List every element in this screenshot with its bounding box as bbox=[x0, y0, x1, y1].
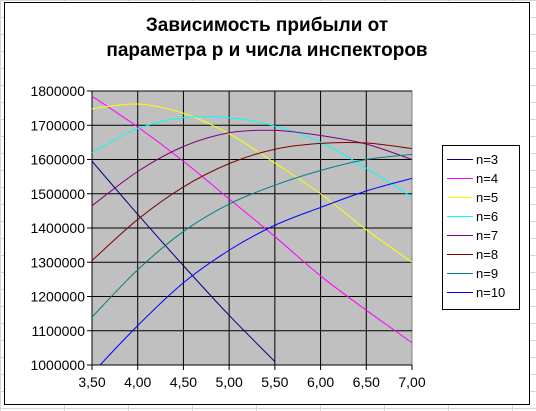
legend-swatch bbox=[447, 216, 473, 217]
legend-swatch bbox=[447, 273, 473, 274]
legend-label: n=6 bbox=[476, 209, 499, 224]
y-tick-label: 1700000 bbox=[30, 117, 85, 133]
series-line-n-8[interactable] bbox=[92, 142, 412, 261]
x-tick-label: 5,50 bbox=[261, 374, 288, 390]
legend-item[interactable]: n=8 bbox=[447, 245, 519, 264]
series-line-n-9[interactable] bbox=[92, 153, 412, 318]
legend-swatch bbox=[447, 235, 473, 236]
x-tick-label: 4,00 bbox=[124, 374, 151, 390]
legend-swatch bbox=[447, 159, 473, 160]
legend-swatch bbox=[447, 292, 473, 293]
legend-item[interactable]: n=10 bbox=[447, 283, 519, 302]
x-tick-label: 4,50 bbox=[170, 374, 197, 390]
series-line-n-6[interactable] bbox=[92, 116, 412, 198]
legend-item[interactable]: n=7 bbox=[447, 226, 519, 245]
x-tick-label: 5,00 bbox=[216, 374, 243, 390]
x-tick-label: 6,50 bbox=[353, 374, 380, 390]
y-tick-label: 1500000 bbox=[30, 186, 85, 202]
series-line-n-5[interactable] bbox=[92, 103, 412, 263]
chart-title-line-1: Зависимость прибыли от bbox=[145, 15, 389, 36]
chart-title-line-2: параметра p и числа инспекторов bbox=[106, 40, 428, 61]
legend-swatch bbox=[447, 197, 473, 198]
legend-item[interactable]: n=9 bbox=[447, 264, 519, 283]
x-tick-label: 7,00 bbox=[398, 374, 425, 390]
legend-item[interactable]: n=5 bbox=[447, 188, 519, 207]
x-tick-label: 6,00 bbox=[307, 374, 334, 390]
y-tick-label: 1000000 bbox=[30, 357, 85, 373]
legend-swatch bbox=[447, 178, 473, 179]
legend-item[interactable]: n=4 bbox=[447, 169, 519, 188]
legend-item[interactable]: n=3 bbox=[447, 150, 519, 169]
legend-label: n=9 bbox=[476, 266, 499, 281]
y-tick-label: 1200000 bbox=[30, 289, 85, 305]
y-tick-label: 1100000 bbox=[32, 323, 86, 339]
y-tick-label: 1600000 bbox=[30, 152, 85, 168]
series-line-n-3[interactable] bbox=[92, 160, 276, 362]
legend-label: n=8 bbox=[476, 247, 499, 262]
legend[interactable]: n=3 n=4 n=5 n=6 n=7 n=8 n=9 n=10 bbox=[442, 145, 520, 310]
y-tick-label: 1300000 bbox=[30, 254, 85, 270]
legend-label: n=10 bbox=[476, 285, 506, 300]
x-tick-label: 3,50 bbox=[78, 374, 105, 390]
y-tick-label: 1400000 bbox=[30, 220, 85, 236]
legend-swatch bbox=[447, 254, 473, 255]
legend-label: n=4 bbox=[476, 171, 499, 186]
legend-item[interactable]: n=6 bbox=[447, 207, 519, 226]
chart-title[interactable]: Зависимость прибыли от параметра p и чис… bbox=[5, 13, 529, 63]
series-line-n-4[interactable] bbox=[92, 95, 412, 344]
series-line-n-10[interactable] bbox=[92, 177, 412, 373]
legend-label: n=7 bbox=[476, 228, 499, 243]
y-tick-label: 1800000 bbox=[30, 83, 85, 99]
legend-label: n=5 bbox=[476, 190, 499, 205]
legend-label: n=3 bbox=[476, 152, 499, 167]
